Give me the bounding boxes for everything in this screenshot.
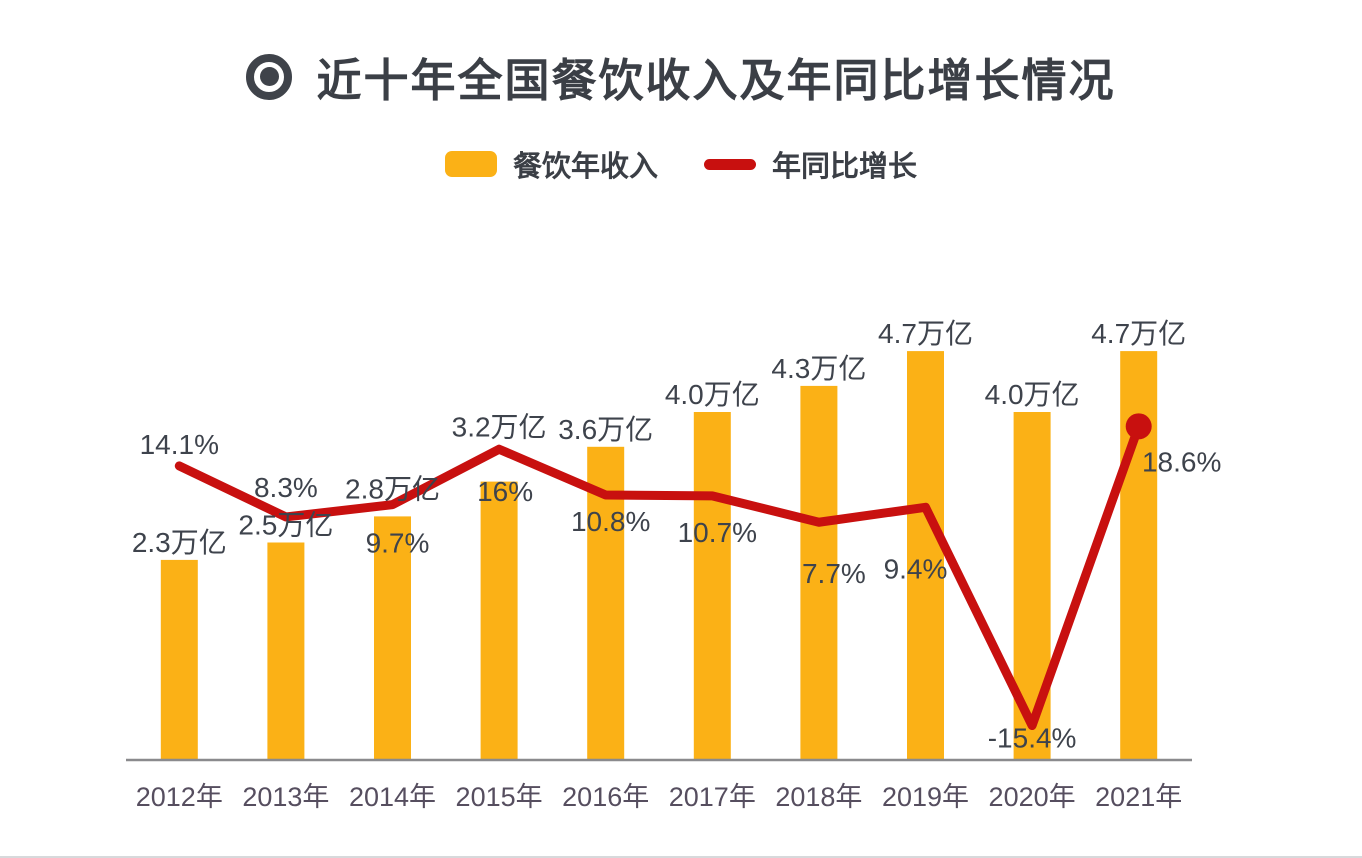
growth-line — [174, 421, 1144, 731]
growth-value-label-2017年: 10.7% — [678, 517, 757, 548]
bar-value-label-2013年: 2.5万亿 — [238, 510, 333, 541]
growth-value-label-2019年: 9.4% — [884, 553, 948, 584]
revenue-bar-2017年 — [693, 412, 731, 760]
chart-title: 近十年全国餐饮收入及年同比增长情况 — [316, 55, 1116, 106]
bottom-divider — [0, 856, 1362, 858]
growth-value-label-2016年: 10.8% — [571, 506, 650, 537]
x-tick-label-2015年: 2015年 — [456, 782, 543, 812]
bullseye-icon — [246, 53, 293, 100]
bar-value-label-2014年: 2.8万亿 — [345, 473, 440, 504]
x-tick-label-2017年: 2017年 — [669, 782, 756, 812]
bar-value-label-2012年: 2.3万亿 — [132, 527, 227, 558]
revenue-bar-2012年 — [160, 559, 198, 760]
growth-value-label-2015年: 16% — [477, 476, 533, 507]
legend-item-growth: 年同比增长 — [704, 143, 917, 185]
revenue-bar-2014年 — [374, 516, 411, 760]
legend: 餐饮年收入 年同比增长 — [0, 143, 1362, 185]
growth-value-label-2020年: -15.4% — [988, 723, 1077, 754]
growth-value-label-2021年: 18.6% — [1142, 446, 1221, 477]
legend-label-growth: 年同比增长 — [772, 151, 918, 183]
x-tick-label-2012年: 2012年 — [136, 782, 223, 812]
growth-line-swatch-icon — [704, 158, 756, 170]
revenue-bar-2015年 — [480, 481, 518, 760]
chart-header: 近十年全国餐饮收入及年同比增长情况 — [0, 44, 1362, 109]
growth-line-end-marker — [1125, 413, 1152, 440]
x-tick-label-2013年: 2013年 — [242, 782, 329, 812]
growth-value-label-2018年: 7.7% — [802, 558, 866, 589]
revenue-bar-2018年 — [800, 385, 838, 760]
growth-value-label-2013年: 8.3% — [254, 472, 318, 503]
bar-value-label-2020年: 4.0万亿 — [985, 379, 1080, 410]
bar-value-label-2016年: 3.6万亿 — [558, 414, 653, 445]
revenue-bar-2013年 — [267, 542, 305, 760]
growth-value-label-2012年: 14.1% — [140, 429, 219, 460]
bar-value-label-2015年: 3.2万亿 — [452, 412, 547, 443]
bar-value-label-2017年: 4.0万亿 — [665, 379, 760, 410]
bar-value-label-2021年: 4.7万亿 — [1091, 318, 1186, 349]
x-tick-label-2016年: 2016年 — [562, 782, 649, 812]
x-tick-label-2014年: 2014年 — [349, 782, 436, 812]
bar-value-label-2018年: 4.3万亿 — [771, 353, 866, 384]
revenue-bar-swatch-icon — [444, 151, 497, 177]
revenue-bar-2021年 — [1120, 351, 1158, 760]
x-tick-label-2018年: 2018年 — [775, 782, 862, 812]
bullseye-dot — [259, 67, 279, 86]
x-tick-label-2020年: 2020年 — [989, 782, 1076, 812]
legend-item-revenue: 餐饮年收入 — [444, 143, 658, 185]
growth-value-label-2014年: 9.7% — [366, 528, 430, 559]
x-tick-label-2019年: 2019年 — [882, 782, 969, 812]
legend-label-revenue: 餐饮年收入 — [512, 151, 658, 183]
bar-value-label-2019年: 4.7万亿 — [878, 318, 973, 349]
x-tick-label-2021年: 2021年 — [1095, 782, 1182, 812]
revenue-bar-2019年 — [907, 351, 944, 760]
